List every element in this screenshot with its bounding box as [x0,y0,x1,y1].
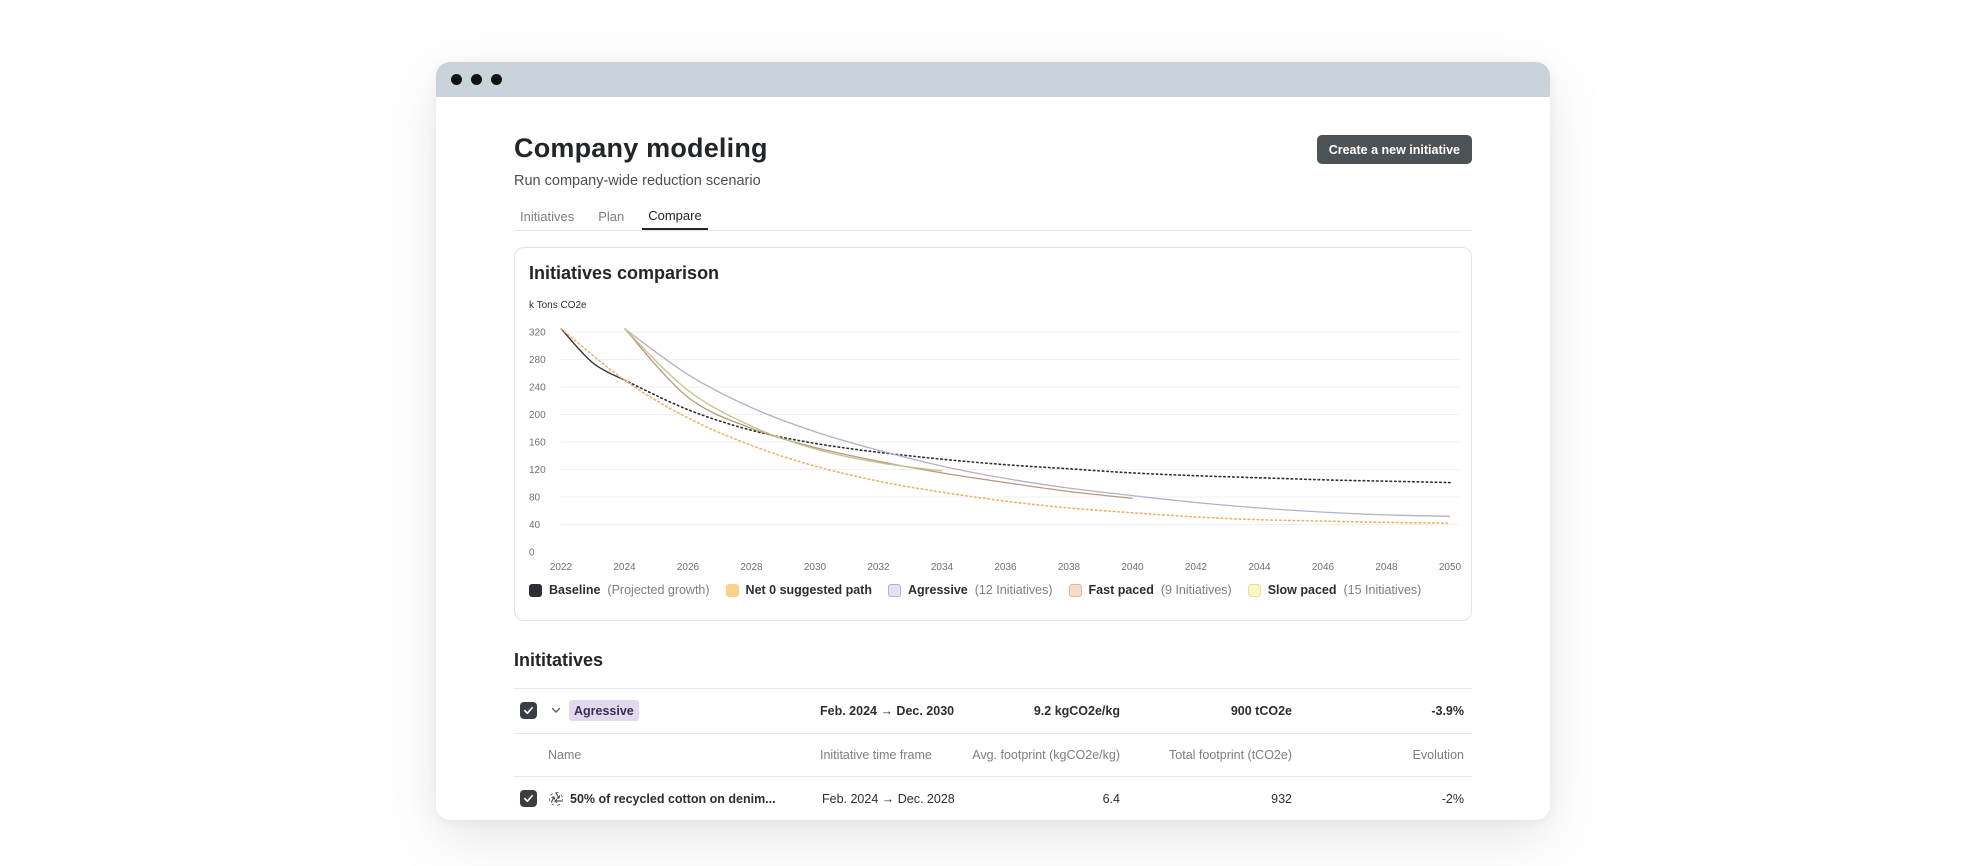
series-line-baseline [560,328,625,381]
group-evolution: -3.9% [1431,704,1464,718]
tab-compare[interactable]: Compare [642,203,708,230]
y-tick-label: 160 [529,438,546,449]
col-evolution[interactable]: Evolution [1412,748,1464,762]
col-name[interactable]: Name [548,748,582,762]
col-total-footprint[interactable]: Total footprint (tCO2e) [1169,748,1292,762]
x-tick-label: 2032 [867,562,890,573]
group-row-agressive[interactable]: Agressive Feb. 2024 → Dec. 2030 9.2 kgCO… [514,688,1472,734]
x-tick-label: 2036 [994,562,1017,573]
legend-label: Agressive [907,583,968,597]
page-title: Company modeling [514,133,768,163]
page-subtitle: Run company-wide reduction scenario [514,173,761,189]
y-tick-label: 0 [529,548,535,559]
comparison-chart-card: Initiatives comparison k Tons CO2e 0 40 80 1… [514,247,1472,621]
x-tick-label: 2044 [1248,562,1271,573]
row-name[interactable]: 50% of recycled cotton on denim... [570,792,776,806]
y-tick-label: 320 [529,328,546,339]
x-tick-label: 2028 [740,562,763,573]
table-row[interactable]: 50% of recycled cotton on denim... Feb. … [514,777,1472,820]
legend-item-fast-paced[interactable]: Fast paced (9 Initiatives) [1068,583,1232,597]
row-avg-footprint: 6.4 [1102,792,1120,806]
row-checkbox[interactable] [520,790,537,807]
col-timeframe[interactable]: Inititative time frame [820,748,932,762]
y-tick-label: 200 [529,410,546,421]
chevron-down-icon[interactable] [550,704,562,716]
chart-title: Initiatives comparison [529,263,720,283]
tab-bar: Initiatives Plan Compare [514,203,1472,231]
x-tick-label: 2026 [677,562,700,573]
legend-swatch-baseline [529,583,542,597]
x-tick-label: 2024 [613,562,636,573]
x-tick-label: 2038 [1058,562,1081,573]
x-tick-label: 2050 [1439,562,1462,573]
x-tick-label: 2048 [1375,562,1398,573]
y-tick-label: 40 [529,520,541,531]
check-icon [524,794,533,803]
x-tick-label: 2040 [1121,562,1144,573]
legend-swatch-net0 [725,583,739,597]
legend-label: Fast paced [1088,583,1154,597]
legend-label: Slow paced [1267,583,1337,597]
legend-swatch-agressive [887,583,901,597]
tab-plan[interactable]: Plan [598,208,625,224]
legend-label: Net 0 suggested path [745,583,872,597]
legend-note: (12 Initiatives) [974,583,1053,597]
table-header: Name Inititative time frame Avg. footpri… [514,733,1472,777]
legend-item-agressive[interactable]: Agressive (12 Initiatives) [887,583,1053,597]
group-tag: Agressive [569,700,639,721]
y-tick-label: 240 [529,383,546,394]
legend-item-net0[interactable]: Net 0 suggested path [725,583,872,597]
group-timeframe: Feb. 2024 → Dec. 2030 [820,704,955,718]
series-line-agressive [624,328,1451,517]
window-close-dot[interactable] [451,74,462,85]
y-axis-label: k Tons CO2e [529,300,587,311]
series-line-fast-paced [624,328,1133,500]
legend-note: (9 Initiatives) [1160,583,1232,597]
legend-label: Baseline [549,583,601,597]
group-checkbox[interactable] [520,702,537,719]
group-total-footprint: 900 tCO2e [1230,704,1292,718]
series-line-slow-paced [624,328,943,472]
y-tick-label: 80 [529,493,541,504]
legend-note: (Projected growth) [607,583,710,597]
row-total-footprint: 932 [1271,792,1292,806]
legend-swatch-fast-paced [1068,583,1082,597]
group-avg-footprint: 9.2 kgCO2e/kg [1033,704,1120,718]
row-evolution: -2% [1441,792,1464,806]
x-tick-label: 2022 [550,562,573,573]
x-tick-label: 2030 [804,562,827,573]
x-tick-label: 2034 [931,562,954,573]
series-line-net-0-suggested-path [560,327,1451,524]
chart-legend: Baseline (Projected growth) Net 0 sugges… [529,583,1421,597]
col-avg-footprint[interactable]: Avg. footprint (kgCO2e/kg) [972,748,1120,762]
legend-note: (15 Initiatives) [1343,583,1422,597]
x-tick-label: 2046 [1312,562,1335,573]
legend-item-baseline[interactable]: Baseline (Projected growth) [529,583,710,597]
recycle-icon [549,792,563,806]
app-window: Company modeling Run company-wide reduct… [436,62,1550,820]
x-tick-label: 2042 [1185,562,1208,573]
initiatives-section-title: Inititatives [514,650,604,670]
create-initiative-button[interactable]: Create a new initiative [1316,135,1472,164]
y-tick-label: 280 [529,355,546,366]
legend-item-slow-paced[interactable]: Slow paced (15 Initiatives) [1247,583,1422,597]
window-titlebar [436,62,1550,97]
row-timeframe: Feb. 2024 → Dec. 2028 [822,792,955,806]
legend-swatch-slow-paced [1247,583,1261,597]
y-tick-label: 120 [529,465,546,476]
tab-initiatives[interactable]: Initiatives [520,208,575,224]
window-maximize-dot[interactable] [491,74,502,85]
window-minimize-dot[interactable] [471,74,482,85]
series-line-baseline [623,379,1451,484]
chart-plot: k Tons CO2e 0 40 80 120 160 200 240 280 320 2022 20… [529,300,1462,573]
check-icon [524,706,533,715]
